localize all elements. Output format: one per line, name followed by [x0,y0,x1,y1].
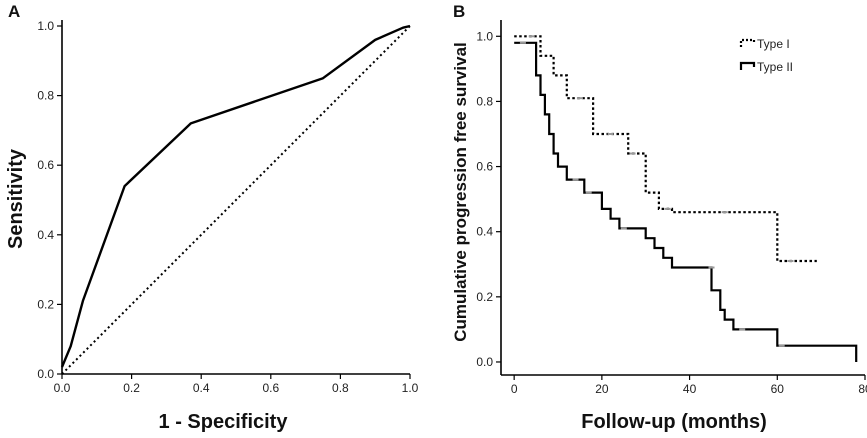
survival-x-tick-label: 40 [683,382,697,396]
roc-x-tick-label: 0.2 [123,381,140,395]
legend: Type I Type II [739,37,793,74]
survival-y-tick-label: 0.4 [476,225,493,239]
survival-y-tick-label: 0.6 [476,160,493,174]
roc-x-axis-title: 1 - Specificity [159,411,289,433]
survival-y-tick-label: 0.0 [476,355,493,369]
roc-x-tick-label: 0.6 [262,381,279,395]
roc-x-tick-label: 0.8 [332,381,349,395]
roc-y-tick-label: 0.4 [37,228,54,242]
roc-y-tick-label: 0.8 [37,89,54,103]
legend-swatch-type-ii [739,61,756,70]
roc-y-tick-label: 0.2 [37,297,54,311]
roc-y-tick-label: 1.0 [37,19,54,33]
survival-curve-type-ii [514,41,858,362]
survival-x-axis-title: Follow-up (months) [581,411,767,433]
panel-letter-a: A [8,2,20,21]
survival-y-tick-label: 1.0 [476,29,493,43]
survival-curve-type-i [514,35,817,263]
legend-label-type-ii: Type II [757,60,793,74]
survival-x-tick-label: 60 [771,382,785,396]
survival-x-tick-label: 20 [595,382,609,396]
roc-chart: 0.0 0.2 0.4 0.6 0.8 1.0 0.0 0.2 0.4 0.6 0.8 1.0 1 -… [5,19,419,433]
survival-y-axis-title: Cumulative progression free survival [451,42,470,342]
roc-y-tick-label: 0.6 [37,158,54,172]
roc-x-tick-label: 1.0 [402,381,419,395]
reference-line [61,25,411,375]
survival-y-tick-label: 0.8 [476,94,493,108]
roc-curve [60,24,411,368]
survival-chart: 0 20 40 60 80 0.0 0.2 0.4 0.6 0.8 1.0 Follow-up (m… [451,20,867,433]
legend-swatch-type-i [739,38,756,47]
survival-y-tick-label: 0.2 [476,290,493,304]
survival-x-tick-label: 80 [858,382,867,396]
roc-x-tick-label: 0.0 [54,381,71,395]
survival-x-tick-label: 0 [511,382,518,396]
roc-y-tick-label: 0.0 [37,367,54,381]
legend-label-type-i: Type I [757,37,790,51]
roc-y-axis-title: Sensitivity [5,148,27,249]
roc-x-tick-label: 0.4 [193,381,210,395]
panel-letter-b: B [453,2,465,21]
